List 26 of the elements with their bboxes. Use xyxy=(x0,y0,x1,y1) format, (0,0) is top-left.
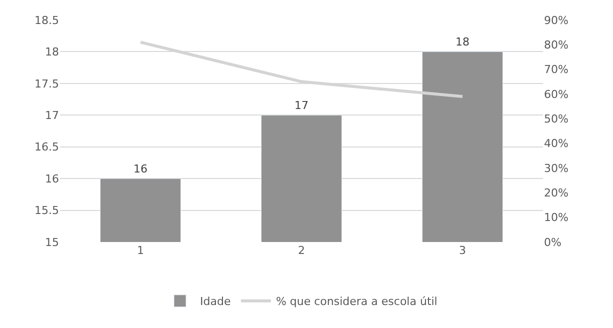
y2-tick-label: 10% xyxy=(544,211,568,224)
y2-tick-label: 30% xyxy=(544,162,568,175)
y2-tick-label: 40% xyxy=(544,137,568,150)
legend-label: Idade xyxy=(200,295,231,308)
legend-label: % que considera a escola útil xyxy=(276,295,438,308)
y2-tick-label: 20% xyxy=(544,186,568,200)
y-tick-label: 18.5 xyxy=(34,14,59,27)
y-tick-label: 15 xyxy=(45,236,59,249)
y-tick-label: 17.5 xyxy=(34,77,59,90)
y-tick-label: 16 xyxy=(45,172,59,186)
x-tick-label: 2 xyxy=(298,244,305,257)
x-tick-label: 1 xyxy=(137,244,144,257)
y2-tick-label: 0% xyxy=(544,236,562,249)
y-tick-label: 16.5 xyxy=(34,140,59,154)
y2-tick-label: 90% xyxy=(544,14,568,27)
data-label: 18 xyxy=(456,36,470,49)
y2-tick-label: 50% xyxy=(544,112,568,126)
y2-tick-label: 70% xyxy=(544,63,568,76)
x-tick-label: 3 xyxy=(459,244,466,257)
y-tick-label: 18 xyxy=(45,46,59,59)
data-label: 17 xyxy=(294,99,308,112)
y-tick-label: 15.5 xyxy=(34,204,59,218)
y2-tick-label: 60% xyxy=(544,88,568,101)
y-tick-label: 17 xyxy=(45,108,59,122)
data-label: 16 xyxy=(134,162,148,176)
y2-tick-label: 80% xyxy=(544,38,568,52)
